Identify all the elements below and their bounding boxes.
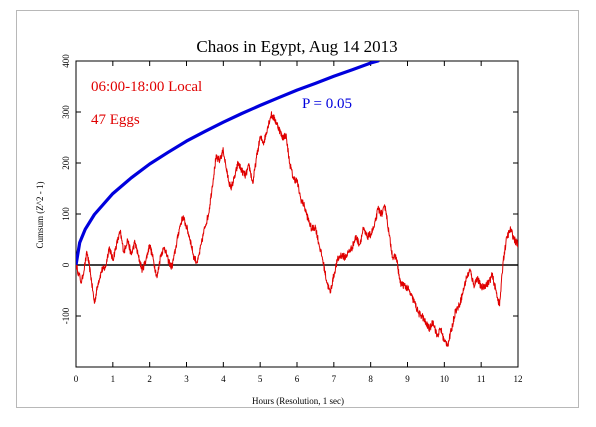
y-tick-label: 100 [61,207,71,221]
y-tick-label: 300 [61,105,71,119]
chart: Chaos in Egypt, Aug 14 2013 0 1 2 3 4 5 6 7 8 9 10… [35,37,523,406]
y-tick-label: -100 [61,307,71,324]
x-tick-label: 7 [332,374,337,384]
x-tick-label: 12 [514,374,523,384]
probability-envelope-line [76,61,380,267]
plot-border [75,60,519,368]
chart-title: Chaos in Egypt, Aug 14 2013 [196,37,397,56]
egg-count-annotation: 47 Eggs [91,112,140,128]
x-tick-label: 11 [477,374,486,384]
y-tick-label: 0 [61,262,71,267]
x-tick-label: 6 [295,374,300,384]
y-tick-label: 400 [61,54,71,68]
x-tick-label: 1 [111,374,116,384]
x-axis-label: Hours (Resolution, 1 sec) [252,396,344,406]
probability-annotation: P = 0.05 [302,96,352,112]
x-tick-label: 9 [405,374,410,384]
x-tick-label: 10 [440,374,450,384]
y-axis-label: Cumsum (Z^2 - 1) [35,182,45,249]
x-tick-label: 0 [74,374,79,384]
chart-frame: Chaos in Egypt, Aug 14 2013 0 1 2 3 4 5 6 7 8 9 10… [16,10,579,408]
x-tick-label: 3 [184,374,189,384]
x-tick-label: 5 [258,374,263,384]
x-tick-label: 4 [221,374,226,384]
cumsum-deviation-line [76,111,518,347]
x-tick-label: 2 [147,374,152,384]
time-range-annotation: 06:00-18:00 Local [91,79,202,95]
x-tick-label: 8 [368,374,373,384]
y-tick-label: 200 [61,156,71,170]
